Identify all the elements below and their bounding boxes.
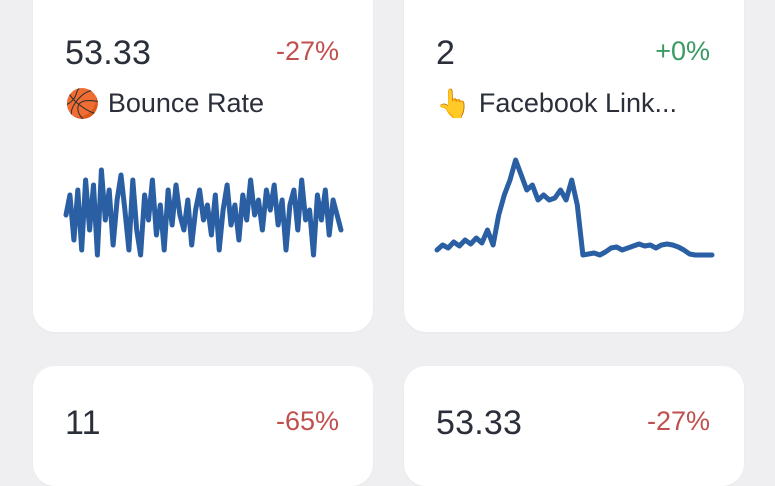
- metric-label: Facebook Link...: [478, 88, 677, 118]
- basketball-icon: 🏀: [65, 87, 100, 119]
- pointing-hand-icon: 👆: [436, 87, 471, 119]
- metric-change: -27%: [275, 36, 339, 66]
- metric-change: -65%: [275, 406, 339, 436]
- metric-card-4[interactable]: 53.33 -27%: [404, 366, 744, 486]
- metric-label-row: 🏀 Bounce Rate: [65, 88, 264, 119]
- sparkline: [434, 157, 715, 258]
- metric-change: -27%: [646, 406, 710, 436]
- sparkline-chart: [63, 167, 344, 258]
- metric-label: Bounce Rate: [107, 88, 264, 118]
- metric-value: 11: [65, 404, 101, 442]
- metric-value: 53.33: [436, 404, 523, 442]
- metric-label-row: 👆 Facebook Link...: [436, 88, 677, 119]
- metric-card-facebook-link[interactable]: 2 +0% 👆 Facebook Link...: [404, 0, 744, 332]
- metric-card-3[interactable]: 11 -65%: [33, 366, 373, 486]
- sparkline: [63, 167, 344, 258]
- metric-value: 53.33: [65, 34, 152, 72]
- metric-change: +0%: [655, 36, 710, 66]
- metric-card-bounce-rate[interactable]: 53.33 -27% 🏀 Bounce Rate: [33, 0, 373, 332]
- metric-value: 2: [436, 34, 456, 72]
- sparkline-chart: [434, 157, 715, 258]
